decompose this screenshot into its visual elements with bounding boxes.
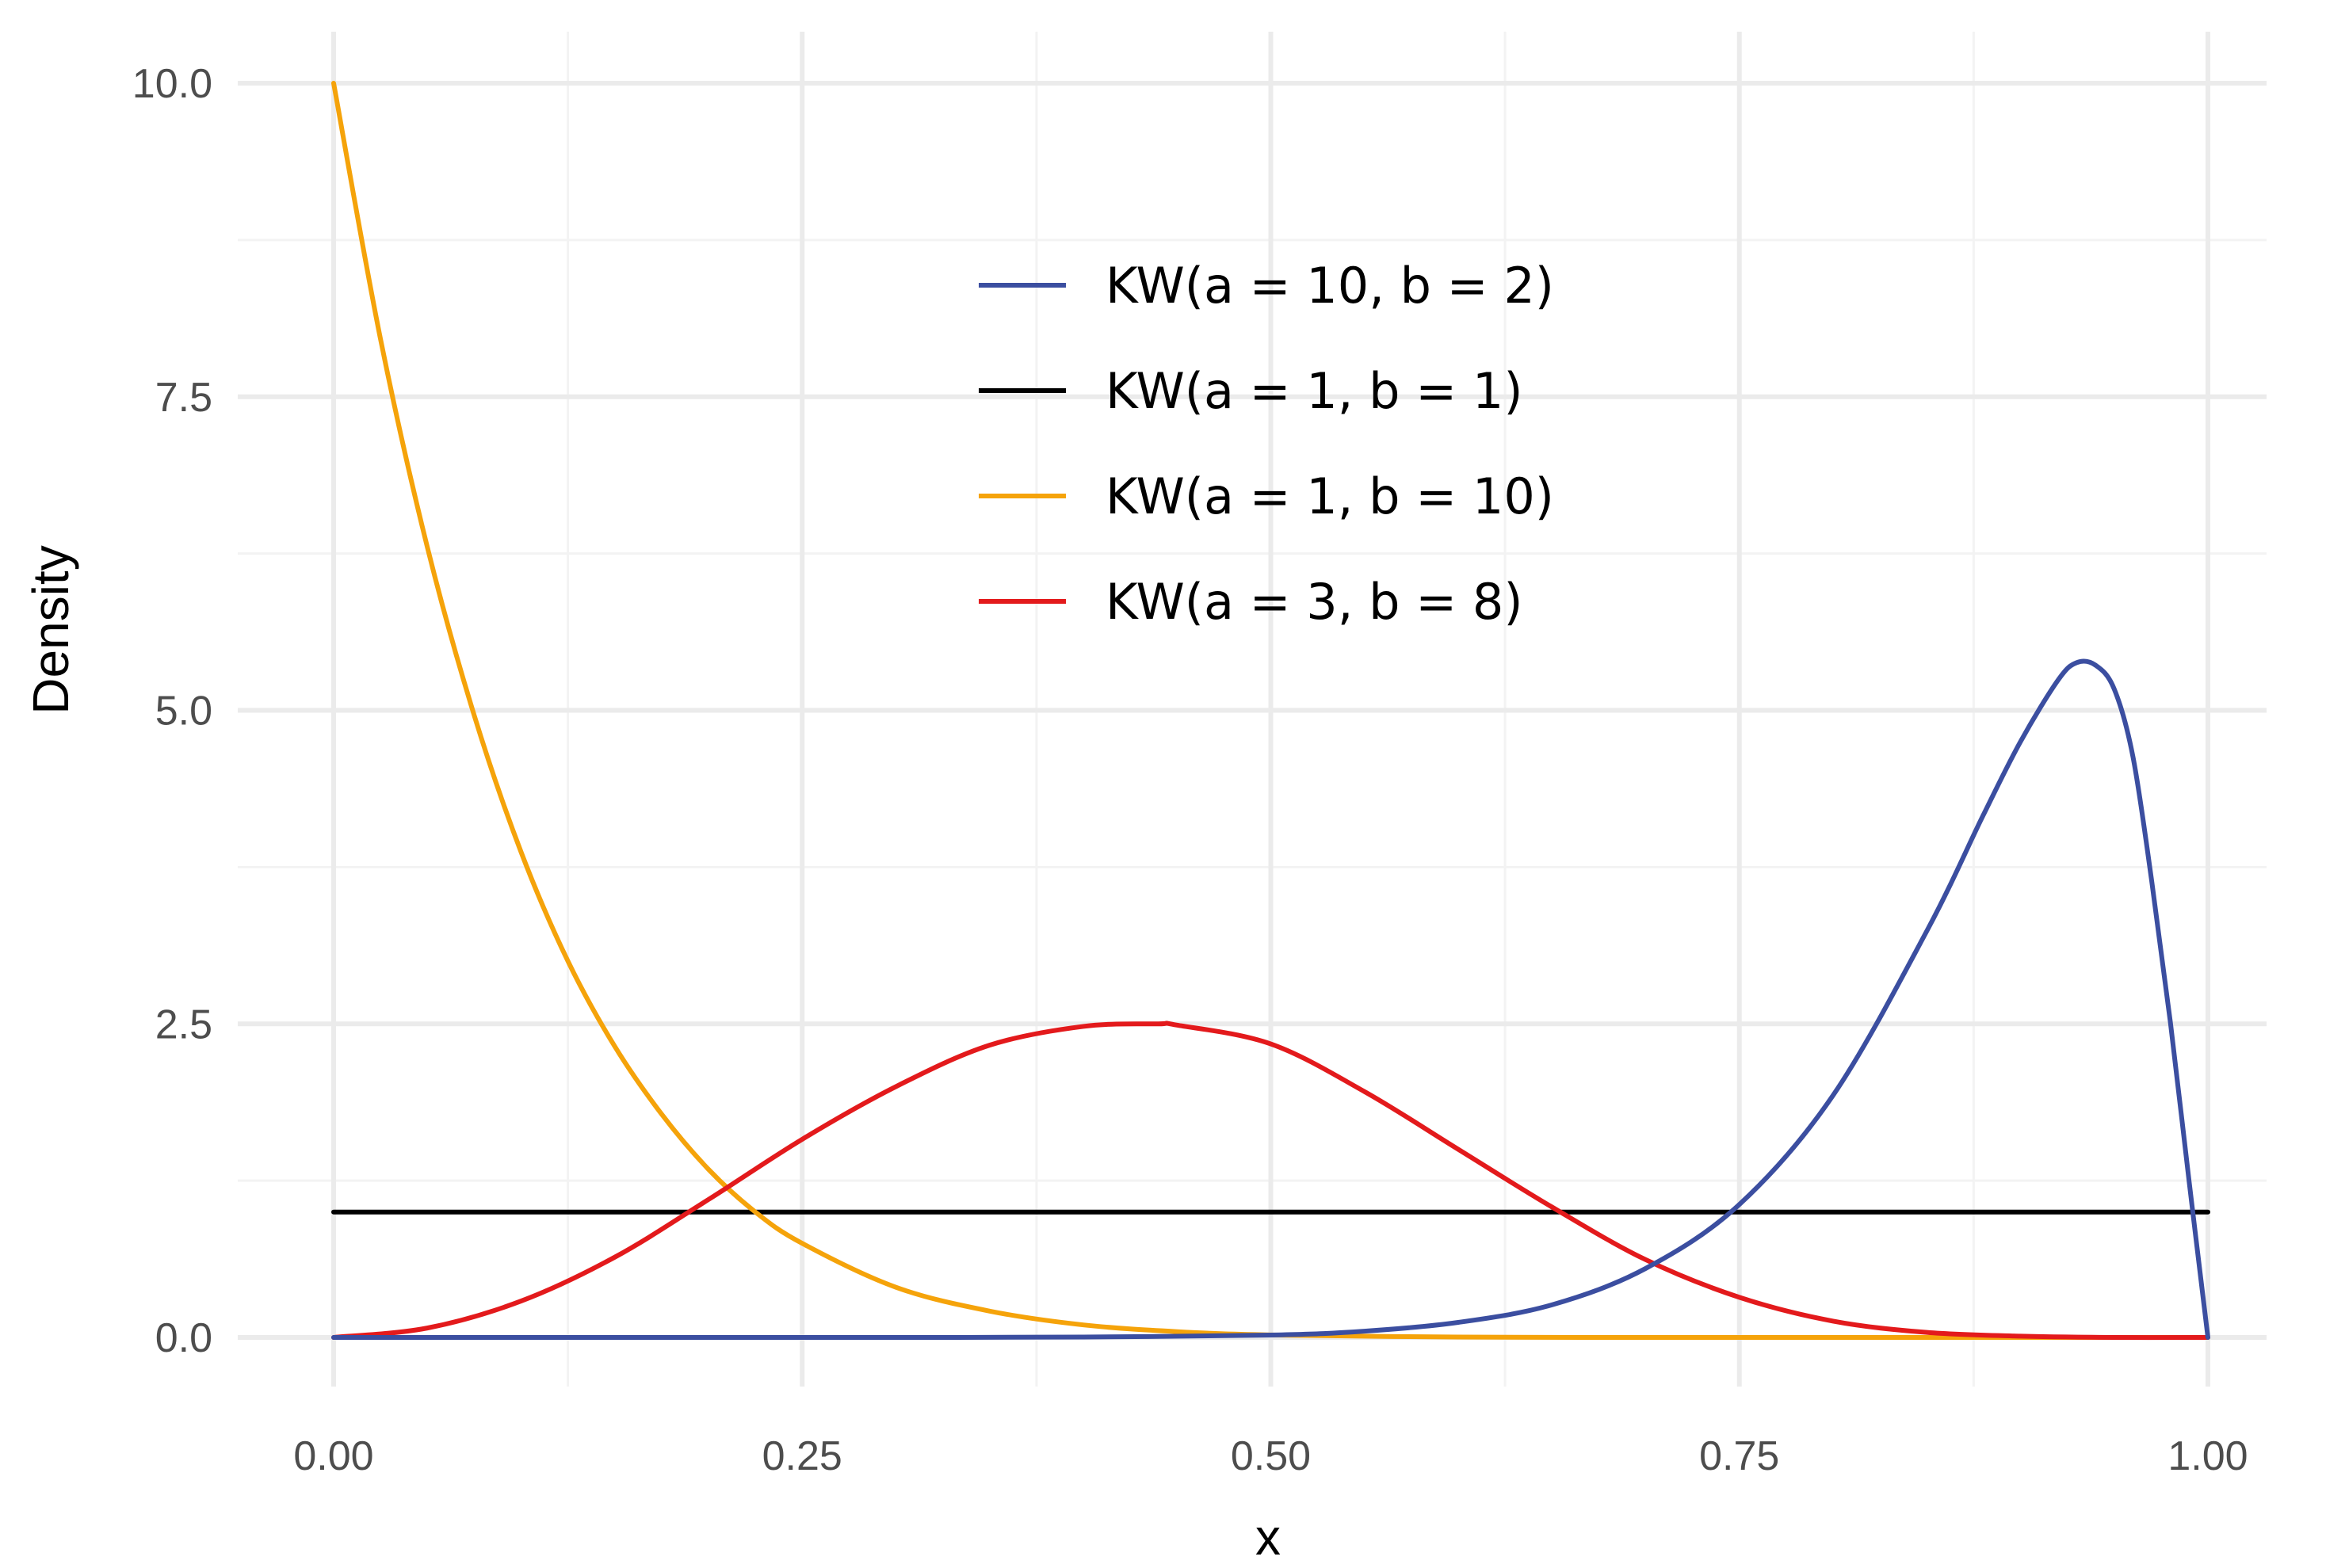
tick-labels: 0.00 0.25 0.50 0.75 1.00 0.0 2.5 5.0 7.5 10.0 — [132, 61, 2248, 1479]
y-tick-label: 0.0 — [155, 1315, 212, 1361]
y-tick-label: 10.0 — [132, 61, 212, 107]
x-tick-label: 0.50 — [1231, 1433, 1311, 1479]
y-tick-label: 2.5 — [155, 1001, 212, 1047]
legend-label-1: KW(a = 1, b = 1) — [1106, 362, 1523, 420]
x-tick-label: 0.75 — [1699, 1433, 1779, 1479]
x-tick-label: 0.25 — [762, 1433, 842, 1479]
y-tick-label: 7.5 — [155, 375, 212, 421]
x-axis-title: x — [1255, 1509, 1281, 1566]
series-lines — [331, 81, 2210, 1341]
y-tick-label: 5.0 — [155, 689, 212, 734]
legend-label-0: KW(a = 10, b = 2) — [1106, 257, 1554, 315]
series-line-2 — [331, 81, 2210, 1341]
legend: KW(a = 10, b = 2) KW(a = 1, b = 1) KW(a = … — [979, 257, 1554, 631]
legend-label-2: KW(a = 1, b = 10) — [1106, 467, 1554, 525]
series-line-0 — [331, 658, 2210, 1341]
y-axis-title: Density — [22, 545, 79, 714]
x-tick-label: 1.00 — [2167, 1433, 2248, 1479]
series-line-3 — [331, 1021, 2210, 1341]
legend-label-3: KW(a = 3, b = 8) — [1106, 573, 1523, 631]
grid — [238, 32, 2267, 1387]
x-tick-label: 0.00 — [293, 1433, 373, 1479]
